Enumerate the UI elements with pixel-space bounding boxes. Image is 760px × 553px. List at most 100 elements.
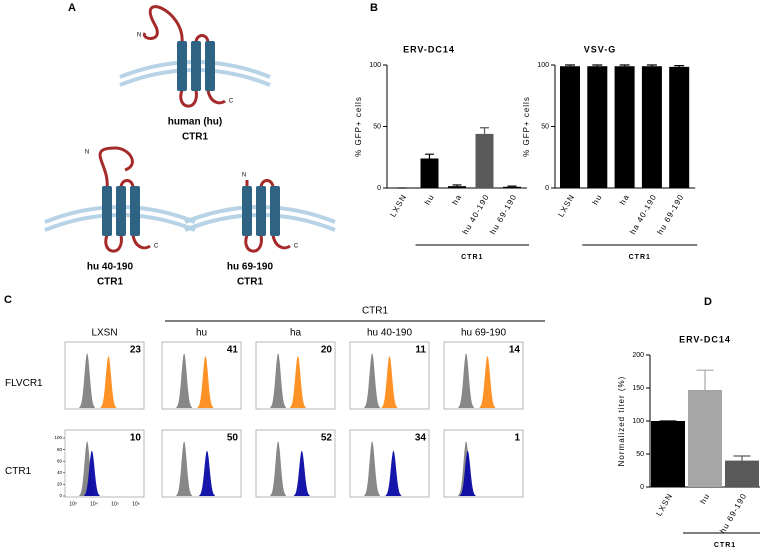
protein-sub: CTR1 (97, 277, 124, 288)
y-tick-label: 0 (377, 185, 381, 192)
x-tick-label: 10³ (69, 501, 77, 507)
y-tick-label: 50 (541, 123, 549, 130)
stain-peak (199, 450, 215, 496)
loop (104, 234, 123, 253)
percent-label: 11 (415, 345, 426, 356)
control-peak (176, 441, 193, 496)
column-header: hu (196, 328, 207, 339)
stain-peak (83, 450, 100, 496)
histogram-frame (161, 429, 242, 498)
group-label: CTR1 (629, 254, 651, 261)
bar (420, 158, 439, 188)
chart-title: VSV-G (584, 44, 617, 54)
percent-label: 52 (321, 433, 333, 444)
y-axis-label: % GFP+ cells (354, 96, 363, 157)
percent-label: 10 (130, 433, 142, 444)
column-header: hu 69-190 (461, 328, 506, 339)
control-peak (79, 353, 96, 408)
helix (205, 41, 215, 91)
bar (688, 389, 722, 487)
error-bar (565, 64, 575, 67)
y-tick-label: 150 (632, 385, 644, 392)
y-tick-label: 0 (545, 185, 549, 192)
protein-sub: CTR1 (237, 277, 264, 288)
control-peak (458, 353, 475, 408)
control-peak (364, 441, 381, 496)
c-label: C (229, 99, 234, 105)
n-label: N (137, 33, 141, 39)
percent-label: 50 (227, 433, 239, 444)
helix (191, 41, 201, 91)
c-label: C (154, 244, 159, 250)
loop (244, 234, 263, 253)
bar (475, 133, 494, 188)
stain-peak (197, 355, 214, 408)
error-bar (646, 64, 657, 67)
bar (448, 186, 466, 188)
bar (651, 421, 685, 487)
y-tick-label: 60 (57, 458, 63, 463)
y-tick-label: 50 (373, 123, 381, 130)
helix (177, 41, 187, 91)
c-label: C (294, 244, 299, 250)
row-label: CTR1 (5, 466, 32, 477)
y-tick-label: 50 (636, 451, 644, 458)
helix (242, 186, 252, 236)
group-label: CTR1 (714, 542, 736, 549)
n-terminus (142, 5, 184, 44)
x-tick-label: 10⁵ (111, 501, 119, 507)
stain-peak (385, 450, 402, 496)
protein-name: human (hu) (168, 117, 222, 128)
chart-title: ERV-DC14 (403, 44, 455, 54)
error-bar (733, 455, 751, 461)
control-peak (270, 353, 287, 408)
percent-label: 23 (130, 345, 142, 356)
chart-title: ERV-DC14 (679, 334, 731, 344)
panel-label: D (704, 296, 712, 308)
percent-label: 20 (321, 345, 333, 356)
control-peak (364, 353, 381, 408)
y-tick-label: 80 (57, 447, 63, 452)
protein-sub: CTR1 (182, 132, 209, 143)
y-tick-label: 0 (59, 493, 62, 498)
column-header: ha (290, 328, 302, 339)
loop (119, 179, 135, 189)
c-terminus (131, 234, 151, 250)
error-bar (619, 64, 630, 67)
error-bar (507, 185, 517, 187)
bar (669, 66, 690, 188)
protein-name: hu 40-190 (87, 262, 134, 273)
error-bar (425, 153, 434, 159)
y-tick-label: 20 (57, 482, 63, 487)
loop (179, 89, 198, 108)
column-header: hu 40-190 (367, 328, 412, 339)
stain-peak (100, 355, 117, 408)
protein-name: hu 69-190 (227, 262, 274, 273)
y-tick-label: 0 (640, 484, 644, 491)
y-tick-label: 100 (632, 418, 644, 425)
y-tick-label: 200 (632, 352, 644, 359)
column-header: LXSN (91, 328, 117, 339)
x-tick-label: 10⁴ (90, 501, 98, 507)
error-bar (480, 127, 489, 134)
control-peak (176, 353, 193, 408)
bar (725, 460, 759, 487)
loop (259, 179, 275, 189)
bar (587, 66, 608, 188)
helix (130, 186, 140, 236)
c-terminus (206, 89, 226, 105)
y-tick-label: 40 (57, 470, 63, 475)
panel-label: A (68, 2, 76, 14)
group-label: CTR1 (362, 306, 389, 317)
percent-label: 34 (415, 433, 427, 444)
panel-label: C (4, 294, 12, 306)
error-bar (592, 64, 603, 67)
histogram-frame (64, 429, 145, 498)
stain-peak (289, 355, 306, 408)
y-tick-label: 100 (54, 435, 62, 440)
n-terminus (98, 146, 134, 189)
group-label: CTR1 (461, 254, 483, 261)
error-bar (696, 369, 714, 390)
y-axis-label: Normalized titer (%) (617, 376, 626, 467)
